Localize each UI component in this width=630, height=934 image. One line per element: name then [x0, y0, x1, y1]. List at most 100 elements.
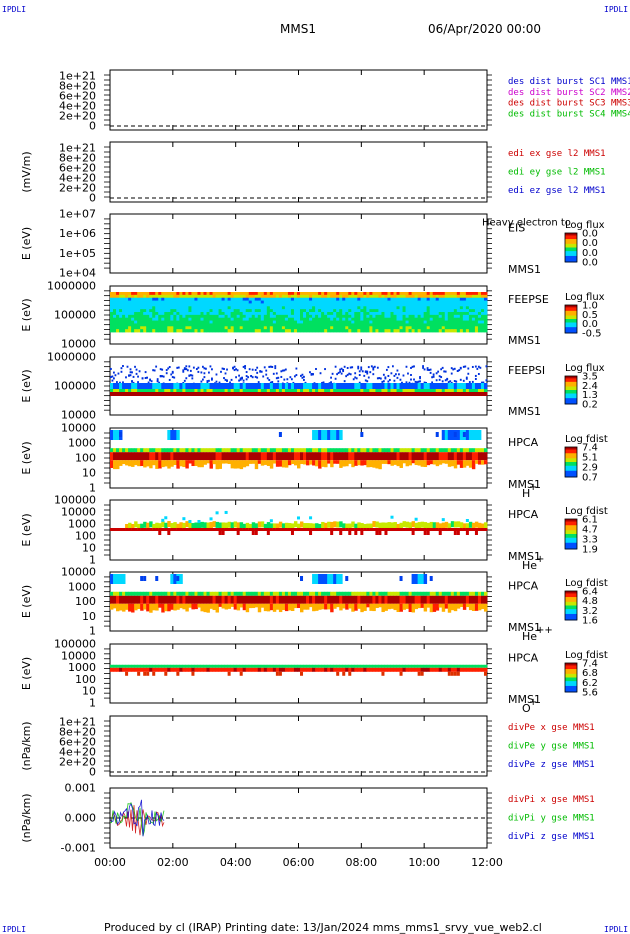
heatmap-cell [363, 303, 367, 307]
heatmap-cell [140, 389, 144, 392]
heatmap-cell [330, 314, 334, 319]
heatmap-cell [474, 294, 479, 299]
heatmap-cell [245, 528, 250, 531]
heatmap-cell [450, 297, 455, 301]
heatmap-cell [269, 448, 274, 453]
heatmap-cell [218, 320, 222, 324]
heatmap-cell [447, 326, 452, 330]
heatmap-cell [296, 294, 301, 299]
heatmap-cell [393, 667, 397, 672]
heatmap-cell [137, 452, 141, 461]
heatmap-cell [137, 303, 141, 307]
heatmap-cell [387, 383, 391, 389]
heatmap-cell [284, 452, 289, 461]
colorbar-cell [565, 679, 577, 682]
heatmap-cell [477, 326, 482, 330]
y-tick-label: 2e+20 [59, 110, 96, 123]
heatmap-cell [462, 452, 467, 461]
heatmap-cell [161, 591, 165, 596]
legend-entry: des dist burst SC2 MMS2 [508, 88, 630, 98]
colorbar-cell [565, 458, 577, 460]
heatmap-cell [381, 329, 385, 333]
heatmap-cell [284, 528, 289, 531]
heatmap-cell [405, 392, 409, 396]
heatmap-cell [447, 292, 452, 296]
colorbar-cell [565, 255, 577, 258]
heatmap-cell [239, 664, 244, 668]
heatmap-cell [137, 312, 141, 316]
heatmap-cell [191, 377, 194, 380]
instrument-name: HPCA [508, 436, 539, 449]
heatmap-cell [209, 320, 213, 324]
heatmap-cell [348, 326, 352, 330]
heatmap-cell [269, 591, 274, 596]
heatmap-cell [173, 430, 177, 440]
heatmap-cell [462, 312, 467, 316]
heatmap-cell [125, 671, 129, 676]
heatmap-cell [293, 452, 298, 461]
heatmap-cell [327, 312, 331, 316]
heatmap-cell [444, 297, 449, 301]
heatmap-cell [393, 303, 397, 307]
heatmap-cell [119, 460, 123, 466]
heatmap-cell [453, 292, 458, 296]
heatmap-cell [372, 595, 376, 604]
heatmap-cell [143, 323, 147, 327]
heatmap-cell [456, 294, 461, 299]
heatmap-cell [227, 320, 232, 324]
heatmap-cell [155, 528, 159, 531]
heatmap-cell [417, 306, 422, 310]
heatmap-cell [333, 603, 337, 609]
heatmap-cell [399, 595, 403, 604]
heatmap-cell [429, 595, 434, 604]
heatmap-cell [312, 323, 316, 327]
heatmap-cell [333, 320, 337, 324]
heatmap-cell [128, 452, 132, 461]
heatmap-cell [233, 591, 238, 596]
colorbar-tick-label: 7.4 [582, 443, 598, 454]
heatmap-cell [456, 671, 460, 676]
heatmap-cell [260, 664, 265, 668]
heatmap-cell [242, 309, 247, 313]
heatmap-cell [345, 300, 349, 304]
panel-frame [109, 715, 488, 777]
heatmap-cell [333, 294, 337, 299]
heatmap-cell [265, 373, 268, 376]
heatmap-cell [116, 448, 120, 453]
heatmap-cell [483, 320, 488, 324]
heatmap-cell [456, 528, 461, 531]
heatmap-cell [458, 369, 461, 372]
heatmap-cell [200, 521, 204, 528]
heatmap-cell [327, 309, 331, 313]
colorbar-tick-label: 6.1 [582, 515, 598, 526]
heatmap-cell [260, 389, 265, 392]
heatmap-cell [443, 370, 446, 373]
colorbar-tick-label: 0.0 [582, 238, 598, 249]
heatmap-cell [375, 389, 379, 392]
legend-entry: edi ex gse l2 MMS1 [508, 149, 606, 159]
heatmap-cell [402, 303, 406, 307]
heatmap-cell [447, 381, 450, 384]
heatmap-cell [408, 314, 412, 319]
heatmap-cell [161, 460, 165, 468]
heatmap-cell [188, 389, 192, 392]
heatmap-cell [275, 300, 280, 304]
heatmap-cell [257, 292, 262, 296]
heatmap-cell [194, 326, 198, 330]
heatmap-cell [170, 294, 174, 299]
heatmap-cell [263, 314, 268, 319]
heatmap-cell [239, 460, 244, 470]
heatmap-cell [375, 392, 379, 396]
heatmap-cell [284, 326, 289, 330]
heatmap-cell [363, 591, 367, 596]
heatmap-cell [116, 664, 120, 668]
heatmap-cell [441, 460, 446, 464]
heatmap-cell [293, 303, 298, 307]
heatmap-cell [140, 303, 144, 307]
heatmap-cell [155, 664, 159, 668]
heatmap-cell [333, 312, 337, 316]
heatmap-cell [176, 297, 180, 301]
heatmap-cell [483, 317, 488, 321]
heatmap-cell [287, 329, 292, 333]
heatmap-cell [408, 667, 412, 672]
